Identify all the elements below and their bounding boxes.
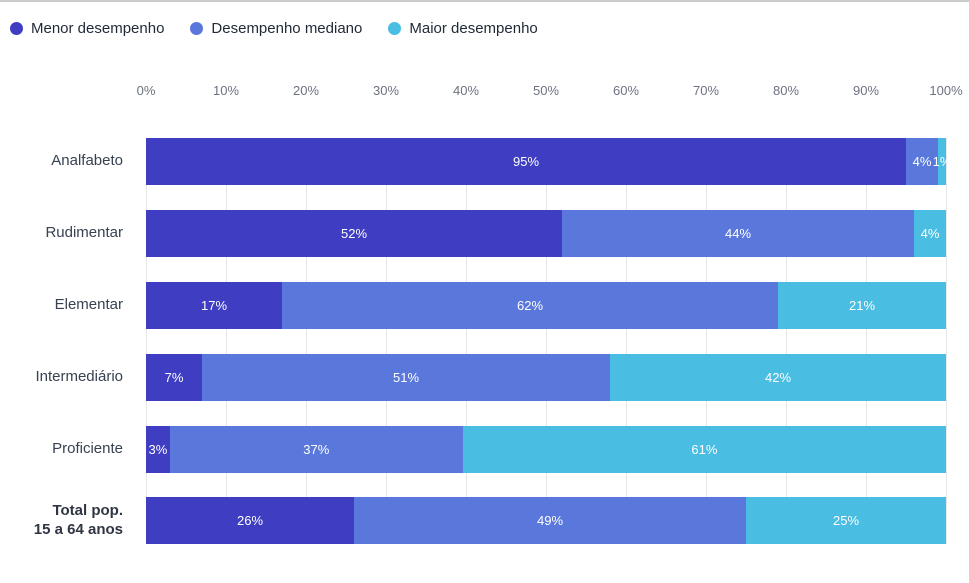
category-label: Total pop. 15 a 64 anos bbox=[0, 497, 123, 544]
category-label-line: Intermediário bbox=[35, 368, 123, 386]
gridline bbox=[146, 138, 147, 544]
bar-segment-3: 42% bbox=[610, 354, 946, 401]
bar-segment-1: 52% bbox=[146, 210, 562, 257]
x-tick-label: 40% bbox=[452, 83, 480, 98]
bar-segment-value: 21% bbox=[848, 298, 876, 313]
bar-segment-3: 61% bbox=[462, 426, 946, 473]
gridline bbox=[626, 138, 627, 544]
bar-row: 52% 44% 4% bbox=[146, 210, 946, 257]
category-label-line: Rudimentar bbox=[45, 224, 123, 242]
bar-segment-value: 4% bbox=[912, 154, 932, 169]
bar-row: 17% 62% 21% bbox=[146, 282, 946, 329]
bar-segment-value: 49% bbox=[536, 513, 564, 528]
bar-segment-2: 51% bbox=[202, 354, 610, 401]
category-label: Analfabeto bbox=[0, 138, 123, 185]
top-divider bbox=[0, 0, 969, 2]
legend-item-1: Menor desempenho bbox=[10, 20, 164, 37]
legend-label: Menor desempenho bbox=[31, 20, 165, 37]
legend-dot-icon bbox=[388, 22, 402, 35]
bar-segment-3: 1% bbox=[933, 138, 951, 185]
gridline bbox=[866, 138, 867, 544]
legend: Menor desempenho Desempenho mediano Maior … bbox=[10, 20, 538, 37]
bar-segment-2: 49% bbox=[354, 497, 746, 544]
bar-segment-value: 37% bbox=[303, 442, 330, 457]
bar-segment-2: 4% bbox=[906, 138, 938, 185]
bar-segment-3: 4% bbox=[914, 210, 946, 257]
bar-segment-value: 62% bbox=[516, 298, 544, 313]
bar-segment-value: 61% bbox=[691, 442, 718, 457]
bar-segment-value: 4% bbox=[920, 226, 940, 241]
gridline bbox=[546, 138, 547, 544]
category-label-line: 15 a 64 anos bbox=[33, 520, 123, 538]
legend-item-3: Maior desempenho bbox=[388, 20, 538, 37]
bar-segment-1: 26% bbox=[146, 497, 354, 544]
x-tick-label: 100% bbox=[929, 83, 963, 98]
bar-segment-value: 17% bbox=[200, 298, 228, 313]
category-label-line: Total pop. bbox=[52, 501, 123, 519]
x-tick-label: 60% bbox=[612, 83, 640, 98]
gridline bbox=[386, 138, 387, 544]
category-label: Proficiente bbox=[0, 426, 123, 473]
legend-item-2: Desempenho mediano bbox=[190, 20, 362, 37]
bar-segment-value: 7% bbox=[164, 370, 184, 385]
gridline bbox=[306, 138, 307, 544]
x-tick-label: 30% bbox=[372, 83, 400, 98]
bar-segment-1: 7% bbox=[146, 354, 202, 401]
bar-segment-2: 44% bbox=[562, 210, 914, 257]
bar-segment-1: 95% bbox=[146, 138, 906, 185]
x-tick-label: 90% bbox=[852, 83, 880, 98]
category-label: Rudimentar bbox=[0, 210, 123, 257]
legend-label: Maior desempenho bbox=[409, 20, 538, 37]
bar-segment-value: 44% bbox=[724, 226, 752, 241]
gridline bbox=[946, 138, 947, 544]
bar-row: 7% 51% 42% bbox=[146, 354, 946, 401]
bar-segment-value: 52% bbox=[340, 226, 368, 241]
gridline bbox=[466, 138, 467, 544]
gridline bbox=[706, 138, 707, 544]
category-label-line: Proficiente bbox=[52, 440, 123, 458]
bar-segment-value: 42% bbox=[764, 370, 792, 385]
bar-segment-2: 37% bbox=[169, 426, 463, 473]
bar-segment-value: 51% bbox=[392, 370, 420, 385]
x-tick-label: 70% bbox=[692, 83, 720, 98]
category-label-line: Elementar bbox=[54, 296, 123, 314]
x-tick-label: 80% bbox=[772, 83, 800, 98]
bar-row: 3% 37% 61% bbox=[146, 426, 946, 473]
gridline bbox=[786, 138, 787, 544]
x-tick-label: 20% bbox=[292, 83, 320, 98]
category-label: Elementar bbox=[0, 282, 123, 329]
legend-dot-icon bbox=[190, 22, 204, 35]
legend-dot-icon bbox=[10, 22, 23, 35]
x-tick-label: 50% bbox=[532, 83, 560, 98]
x-tick-label: 10% bbox=[212, 83, 240, 98]
bar-segment-value: 95% bbox=[512, 154, 540, 169]
bar-segment-1: 17% bbox=[146, 282, 282, 329]
category-label: Intermediário bbox=[0, 354, 123, 401]
bar-segment-value: 26% bbox=[236, 513, 264, 528]
bar-segment-2: 62% bbox=[282, 282, 778, 329]
bar-row: 95% 4% 1% bbox=[146, 138, 951, 185]
gridline bbox=[226, 138, 227, 544]
bar-segment-1: 3% bbox=[146, 426, 170, 473]
bar-row: 26% 49% 25% bbox=[146, 497, 946, 544]
bar-segment-value: 25% bbox=[832, 513, 860, 528]
bar-segment-3: 25% bbox=[746, 497, 946, 544]
bar-segment-value: 3% bbox=[148, 442, 168, 457]
legend-label: Desempenho mediano bbox=[211, 20, 363, 37]
bar-segment-3: 21% bbox=[778, 282, 946, 329]
category-label-line: Analfabeto bbox=[51, 152, 123, 170]
x-tick-label: 0% bbox=[136, 83, 156, 98]
